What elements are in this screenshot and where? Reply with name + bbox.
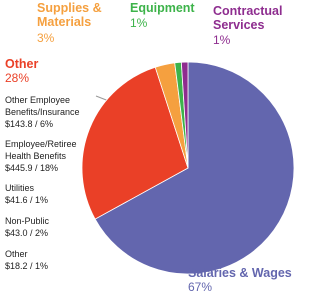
pie-slice bbox=[81, 66, 189, 220]
breakdown-text: Benefits/Insurance bbox=[5, 107, 80, 117]
breakdown-text: Utilities bbox=[5, 183, 35, 193]
breakdown-text: Employee/Retiree bbox=[5, 139, 77, 149]
breakdown-text: $445.9 / 18% bbox=[5, 163, 58, 173]
breakdown-text: Other Employee bbox=[5, 95, 70, 105]
pie-slice bbox=[180, 61, 189, 169]
breakdown-text: $43.0 / 2% bbox=[5, 228, 48, 238]
slice-value-label: 1% bbox=[213, 33, 231, 47]
pie-slice bbox=[94, 61, 295, 275]
slice-value-label: 67% bbox=[188, 280, 212, 294]
breakdown-text: Health Benefits bbox=[5, 151, 67, 161]
slice-label: Contractual Services bbox=[213, 4, 282, 32]
breakdown-text: $143.8 / 6% bbox=[5, 119, 53, 129]
breakdown-text: Non-Public bbox=[5, 216, 50, 226]
breakdown-text: Other bbox=[5, 249, 28, 259]
slice-value-label: 3% bbox=[37, 31, 55, 45]
slice-label: Other bbox=[5, 57, 38, 71]
breakdown-text: $18.2 / 1% bbox=[5, 261, 48, 271]
slice-value-label: 28% bbox=[5, 71, 29, 85]
slice-value-label: 1% bbox=[130, 16, 148, 30]
slice-label: Supplies & Materials bbox=[37, 1, 102, 29]
breakdown-text: $41.6 / 1% bbox=[5, 195, 48, 205]
slice-label: Equipment bbox=[130, 1, 195, 15]
slice-label: Salaries & Wages bbox=[188, 266, 292, 280]
